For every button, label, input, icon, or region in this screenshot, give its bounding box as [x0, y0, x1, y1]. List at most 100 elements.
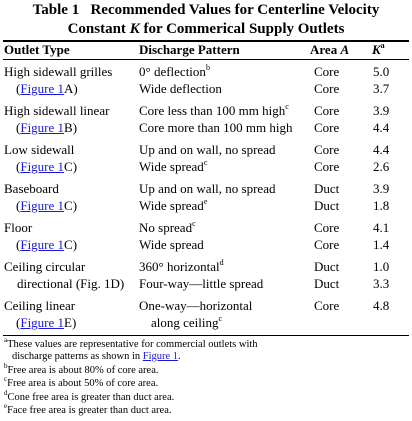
- header-k-var: K: [372, 42, 381, 57]
- k-text: 1.4: [373, 237, 390, 252]
- discharge-pattern: 360° horizontald: [139, 258, 224, 275]
- k-text: 4.4: [373, 120, 390, 135]
- k-text: 1.0: [373, 259, 390, 274]
- figure-link[interactable]: Figure 1: [20, 159, 65, 174]
- figure-link[interactable]: Figure 1: [20, 120, 65, 135]
- k-text: 3.9: [373, 103, 390, 118]
- figure-link[interactable]: Figure 1: [20, 198, 65, 213]
- outlet-type: Ceiling linear: [4, 298, 75, 314]
- caption-title-1: Recommended Values for Centerline Veloci…: [90, 2, 380, 18]
- outlet-reference: directional (Fig. 1D): [17, 276, 124, 292]
- k-value: 1.4: [373, 237, 389, 253]
- area-text: Duct: [314, 198, 340, 213]
- footnote: discharge patterns as shown in Figure 1.: [12, 351, 181, 363]
- area-text: Duct: [314, 181, 340, 196]
- figure-link[interactable]: Figure 1: [20, 315, 65, 330]
- area-value: Core: [314, 81, 339, 97]
- header-area-var: A: [340, 42, 350, 57]
- area-text: Core: [314, 103, 340, 118]
- k-value: 3.3: [373, 276, 389, 292]
- area-value: Core: [314, 120, 339, 136]
- discharge-pattern: Core less than 100 mm highc: [139, 101, 289, 119]
- outlet-reference: (Figure 1C): [16, 237, 77, 253]
- footnote-marker: e: [203, 196, 208, 206]
- area-text: Core: [314, 159, 340, 174]
- k-value: 3.9: [373, 181, 389, 197]
- outlet-type: Floor: [4, 220, 32, 236]
- bottom-rule: [3, 335, 409, 336]
- outlet-reference: (Figure 1A): [16, 81, 78, 97]
- area-value: Core: [314, 220, 339, 236]
- area-text: Duct: [314, 259, 340, 274]
- area-value: Core: [314, 64, 339, 80]
- footnote: cFree area is about 50% of core area.: [4, 375, 158, 390]
- header-area-label: Area: [310, 42, 341, 57]
- footnote-marker: c: [285, 101, 289, 111]
- k-value: 4.8: [373, 298, 389, 314]
- outlet-type-text: Low sidewall: [4, 142, 75, 157]
- outlet-ref-prefix: (: [16, 81, 21, 96]
- outlet-reference: (Figure 1B): [16, 120, 77, 136]
- footnote-mark: b: [4, 361, 8, 370]
- outlet-ref-prefix: directional (Fig. 1D): [17, 276, 125, 291]
- footnote-text: These values are representative for comm…: [7, 339, 258, 350]
- area-text: Core: [314, 220, 340, 235]
- footnote-marker: c: [192, 218, 196, 228]
- figure-link[interactable]: Figure 1: [20, 237, 65, 252]
- outlet-ref-suffix: C): [64, 159, 78, 174]
- caption-title-2a: Constant: [67, 21, 130, 37]
- caption-k: K: [129, 21, 140, 37]
- area-value: Core: [314, 159, 339, 175]
- caption-line-1: Table 1 Recommended Values for Centerlin…: [0, 1, 412, 20]
- outlet-type: Ceiling circular: [4, 259, 85, 275]
- k-value: 1.8: [373, 198, 389, 214]
- discharge-pattern: Up and on wall, no spread: [139, 181, 275, 197]
- outlet-type-text: High sidewall linear: [4, 103, 110, 118]
- footnote-mark: a: [4, 335, 8, 344]
- k-value: 2.6: [373, 159, 389, 175]
- area-text: Core: [314, 81, 340, 96]
- area-text: Core: [314, 237, 340, 252]
- discharge-pattern-text: 360° horizontal: [139, 259, 220, 274]
- outlet-reference: (Figure 1C): [16, 159, 77, 175]
- footnote-mark: e: [4, 401, 8, 410]
- discharge-pattern: Four-way—little spread: [139, 276, 263, 292]
- discharge-pattern-text: Core less than 100 mm high: [139, 103, 286, 118]
- outlet-reference: (Figure 1C): [16, 198, 77, 214]
- k-text: 5.0: [373, 64, 390, 79]
- discharge-pattern-text: Up and on wall, no spread: [139, 142, 276, 157]
- area-text: Core: [314, 120, 340, 135]
- footnote: eFace free area is greater than duct are…: [4, 401, 172, 417]
- outlet-type: High sidewall grilles: [4, 64, 112, 80]
- discharge-pattern: 0° deflectionb: [139, 63, 210, 80]
- discharge-pattern: Up and on wall, no spread: [139, 142, 275, 158]
- footnote-marker: c: [203, 157, 208, 167]
- discharge-pattern: Wide deflection: [139, 81, 222, 97]
- figure-link[interactable]: Figure 1: [20, 81, 65, 96]
- figure-link[interactable]: Figure 1: [142, 351, 179, 362]
- area-value: Duct: [314, 276, 339, 292]
- footnote-marker: c: [218, 313, 223, 323]
- outlet-type-text: Baseboard: [4, 181, 59, 196]
- area-value: Duct: [314, 198, 339, 214]
- discharge-pattern: Wide spreade: [139, 196, 208, 214]
- area-text: Core: [314, 298, 340, 313]
- k-text: 3.3: [373, 276, 390, 291]
- area-value: Duct: [314, 181, 339, 197]
- k-value: 4.4: [373, 142, 389, 158]
- discharge-pattern-text: Wide spread: [139, 159, 204, 174]
- footnote-text: discharge patterns as shown in: [12, 351, 143, 362]
- discharge-pattern-text: Wide spread: [139, 237, 204, 252]
- discharge-pattern-text: along ceiling: [151, 315, 219, 330]
- discharge-pattern-text: No spread: [139, 220, 193, 235]
- outlet-type-text: High sidewall grilles: [4, 64, 113, 79]
- k-text: 4.1: [373, 220, 390, 235]
- outlet-type-text: Ceiling linear: [4, 298, 76, 313]
- outlet-type: High sidewall linear: [4, 103, 109, 119]
- area-text: Duct: [314, 276, 340, 291]
- discharge-pattern-text: Up and on wall, no spread: [139, 181, 276, 196]
- outlet-ref-suffix: A): [64, 81, 78, 96]
- k-text: 3.9: [373, 181, 390, 196]
- outlet-ref-suffix: C): [64, 237, 78, 252]
